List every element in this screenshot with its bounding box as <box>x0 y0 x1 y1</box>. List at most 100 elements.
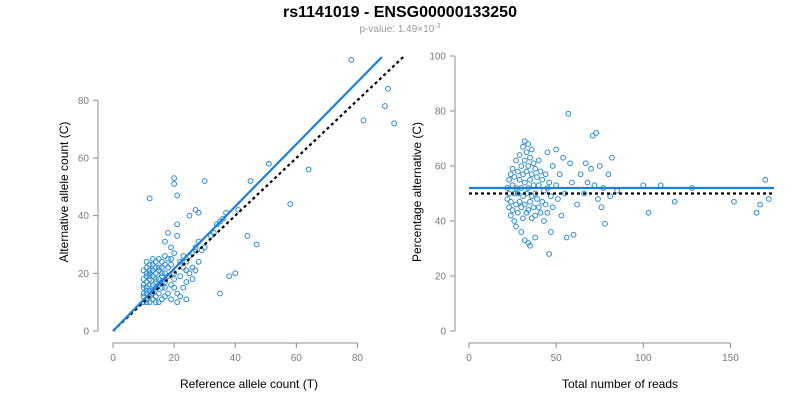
right-data-point <box>671 198 678 205</box>
left-y-tick-label: 20 <box>78 269 90 280</box>
left-data-point <box>158 258 165 265</box>
left-data-point <box>177 273 184 280</box>
right-y-tick-label: 60 <box>435 162 447 173</box>
right-data-point <box>565 110 572 117</box>
right-data-point <box>511 174 518 180</box>
p-value-subtitle: p-value: 1.49×10-3 <box>0 23 800 35</box>
right-data-point <box>537 168 544 175</box>
left-data-point <box>171 175 178 182</box>
right-data-point <box>521 237 528 244</box>
left-data-point <box>168 296 174 303</box>
left-data-point <box>162 293 168 300</box>
right-data-point <box>539 176 546 183</box>
left-data-point <box>186 270 193 277</box>
left-data-point <box>348 56 355 63</box>
right-data-point <box>560 154 567 161</box>
left-data-point <box>140 281 147 288</box>
left-data-point <box>174 232 181 239</box>
left-data-point <box>177 258 184 265</box>
left-x-tick-label: 60 <box>291 353 303 364</box>
right-data-point <box>605 171 612 178</box>
right-data-point <box>514 190 521 197</box>
left-data-point <box>305 166 312 173</box>
left-data-point <box>146 261 153 268</box>
right-y-tick-label: 80 <box>435 107 447 118</box>
right-data-point <box>544 209 551 216</box>
left-data-point <box>195 258 202 265</box>
left-data-point <box>247 178 254 184</box>
left-data-point <box>201 178 208 184</box>
right-data-point <box>525 207 532 213</box>
left-x-tick-label: 20 <box>169 353 181 364</box>
left-data-point <box>158 296 165 303</box>
left-data-point <box>149 267 156 274</box>
left-data-point <box>220 215 226 222</box>
right-data-point <box>520 143 526 150</box>
right-data-point <box>757 201 763 208</box>
left-data-point <box>183 296 190 303</box>
right-x-tick-label: 150 <box>722 353 739 364</box>
right-data-point <box>549 204 556 211</box>
right-data-point <box>546 251 553 257</box>
right-data-point <box>542 171 549 178</box>
right-data-point <box>589 132 596 139</box>
right-data-point <box>535 204 542 211</box>
left-data-point <box>171 250 178 257</box>
left-data-point <box>183 258 190 265</box>
left-data-point <box>189 276 196 282</box>
left-data-point <box>155 299 162 306</box>
left-data-point <box>149 273 156 280</box>
left-data-point <box>152 279 159 285</box>
right-data-point <box>530 204 537 211</box>
left-data-point <box>143 279 150 285</box>
right-data-point <box>549 163 556 169</box>
right-data-point <box>534 174 540 180</box>
left-data-point <box>177 293 184 300</box>
right-data-point <box>731 198 737 205</box>
right-data-point <box>521 201 528 208</box>
right-y-axis-title: Percentage alternative (C) <box>410 122 424 262</box>
right-data-point <box>509 165 516 172</box>
right-y-tick-label: 40 <box>435 217 447 228</box>
left-data-point <box>162 253 168 259</box>
right-data-point <box>574 201 580 208</box>
left-data-point <box>165 255 171 262</box>
left-data-point <box>149 296 156 303</box>
left-data-point <box>226 273 233 280</box>
right-data-point <box>513 223 519 230</box>
left-data-point <box>174 221 181 228</box>
right-data-point <box>570 231 577 238</box>
right-data-point <box>584 179 591 186</box>
left-y-tick-label: 40 <box>78 211 90 222</box>
left-data-point <box>171 276 178 282</box>
right-data-point <box>520 171 526 178</box>
right-data-point <box>527 176 533 183</box>
left-data-point <box>140 267 147 274</box>
left-x-tick-label: 40 <box>230 353 242 364</box>
left-data-point <box>391 120 398 127</box>
left-data-point <box>287 201 294 207</box>
left-data-point <box>155 276 162 282</box>
chart-title: rs1141019 - ENSG00000133250 <box>283 4 517 21</box>
left-data-point <box>385 85 391 92</box>
left-data-point <box>217 290 223 297</box>
left-data-point <box>146 273 153 280</box>
right-data-point <box>753 209 760 216</box>
right-data-point <box>523 168 530 175</box>
left-data-point <box>174 192 181 199</box>
left-data-point <box>146 270 153 277</box>
left-data-point <box>189 264 196 271</box>
right-x-tick-label: 50 <box>551 353 563 364</box>
right-data-point <box>507 198 514 205</box>
right-data-point <box>593 130 600 136</box>
left-data-point <box>143 273 150 280</box>
left-data-point <box>192 206 199 213</box>
left-x-axis-title: Reference allele count (T) <box>180 377 318 391</box>
right-data-point <box>554 196 561 202</box>
left-data-point <box>165 264 171 271</box>
right-data-point <box>537 209 544 216</box>
right-data-point <box>514 168 521 175</box>
left-data-point <box>217 218 223 225</box>
right-data-point <box>506 176 512 183</box>
right-data-point <box>548 229 554 235</box>
